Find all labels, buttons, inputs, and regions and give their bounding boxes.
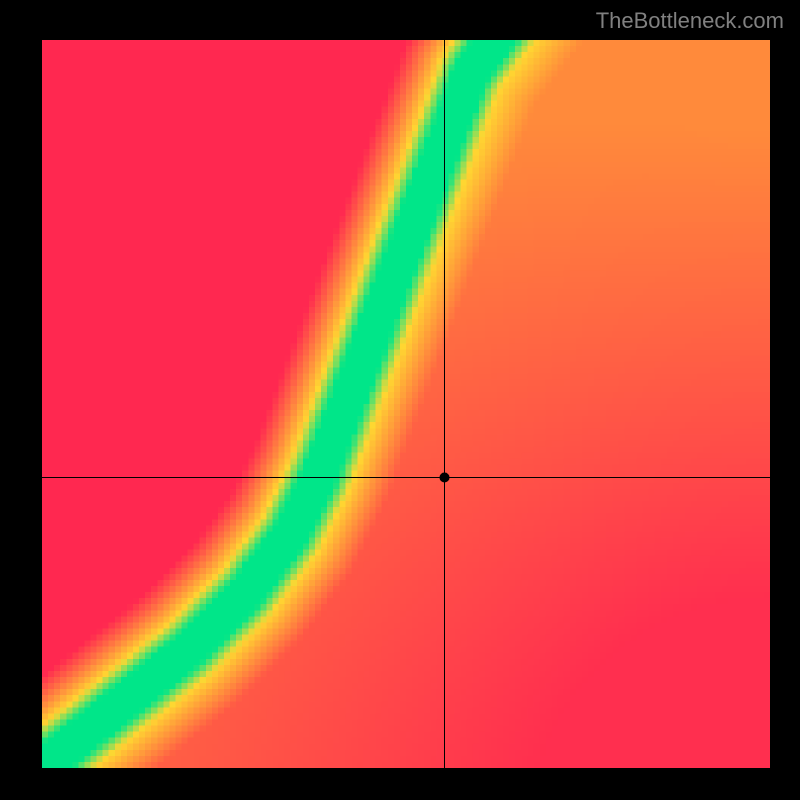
watermark: TheBottleneck.com [596,8,784,34]
crosshair-overlay [42,40,770,768]
